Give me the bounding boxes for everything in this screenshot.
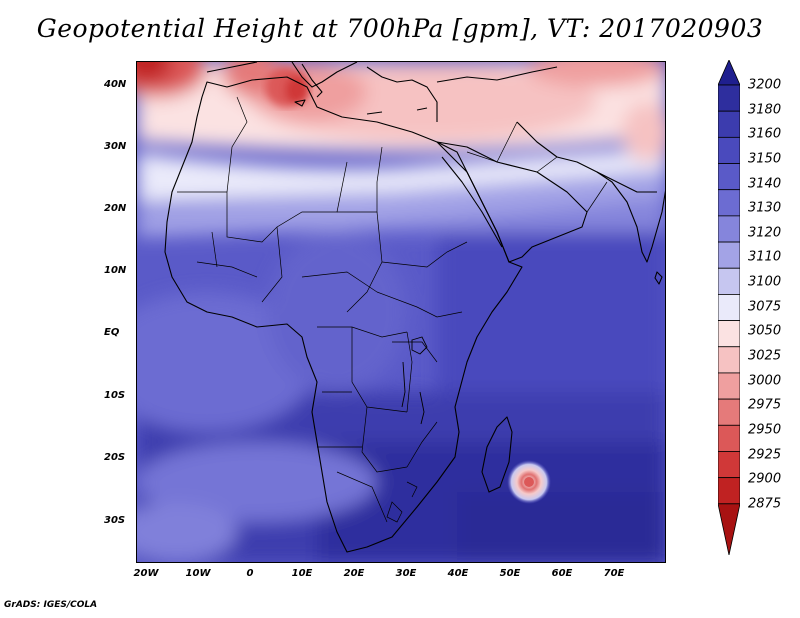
colorbar-label: 3120 [748,225,782,241]
colorbar-segment [718,477,740,505]
colorbar-segment [718,372,740,400]
colorbar-segment [718,84,740,112]
lat-label-20s: 20S [104,452,126,463]
great-lakes [401,336,428,425]
country-borders [177,96,608,523]
colorbar-segment [718,398,740,426]
lon-label-0: 0 [246,568,254,579]
coastlines [164,62,665,553]
colorbar-label: 3160 [748,126,782,142]
lat-label-40n: 40N [104,79,127,90]
lon-label-40e: 40E [447,568,469,579]
colorbar-label: 3130 [748,200,782,216]
colorbar-segment [718,346,740,374]
colorbar-label: 2950 [748,422,782,438]
colorbar-label: 3075 [748,299,782,315]
geopotential-field [137,62,665,562]
colorbar-segment [718,267,740,295]
colorbar-label: 2900 [748,471,782,487]
colorbar-label: 3000 [748,373,782,389]
colorbar-segment [718,189,740,217]
lon-label-60e: 60E [551,568,573,579]
colorbar-segment [718,136,740,164]
lon-label-10e: 10E [291,568,313,579]
lon-label-20e: 20E [343,568,365,579]
map-plot-area [136,61,666,563]
lat-label-20n: 20N [104,203,127,214]
colorbar-segment [718,320,740,348]
colorbar-label: 3180 [748,102,782,118]
lat-label-10s: 10S [104,390,126,401]
colorbar-label: 3150 [748,151,782,167]
colorbar-label: 3110 [748,249,782,265]
lat-label-eq: EQ [104,327,120,338]
colorbar-segment [718,451,740,479]
lon-label-50e: 50E [499,568,521,579]
colorbar-bottom-triangle [718,503,740,555]
colorbar-label: 3140 [748,176,782,192]
low-pressure-core [524,477,534,487]
colorbar-label: 2925 [748,447,782,463]
colorbar-top-triangle [718,60,740,86]
map-title: Geopotential Height at 700hPa [gpm], VT:… [36,14,764,43]
lon-label-30e: 30E [395,568,417,579]
colorbar-label: 3050 [748,323,782,339]
colorbar-segment [718,294,740,321]
lon-label-10w: 10W [185,568,211,579]
colorbar-label: 2975 [748,397,782,413]
lat-label-30n: 30N [104,141,127,152]
colorbar [718,60,740,555]
colorbar-label: 3200 [748,77,782,93]
colorbar-segment [718,241,740,269]
colorbar-label: 3100 [748,274,782,290]
lat-label-10n: 10N [104,265,127,276]
colorbar-segment [718,163,740,191]
colorbar-segment [718,424,740,452]
colorbar-label: 2875 [748,496,782,512]
colorbar-label: 3025 [748,348,782,364]
lon-label-20w: 20W [133,568,159,579]
colorbar-segment [718,110,740,138]
colorbar-segment [718,215,740,243]
lon-label-70e: 70E [603,568,625,579]
credit-footer: GrADS: IGES/COLA [4,600,98,610]
lat-label-30s: 30S [104,515,126,526]
